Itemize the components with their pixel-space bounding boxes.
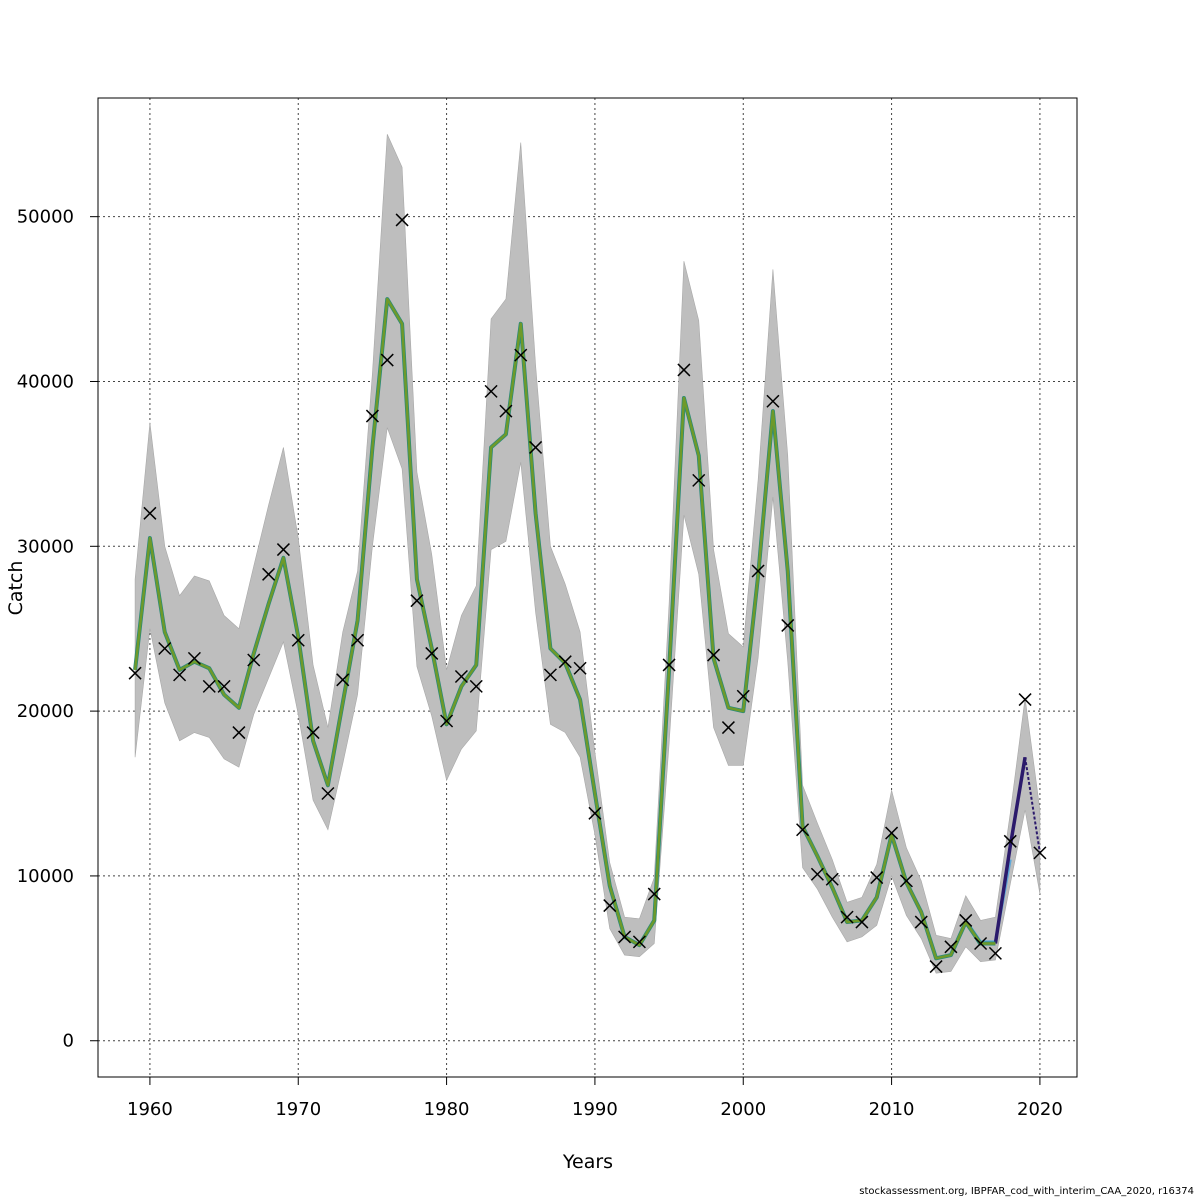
y-axis-title: Catch (5, 561, 27, 616)
observed-point-2002 (766, 394, 780, 408)
observed-point-1976 (380, 353, 394, 367)
observed-point-1975 (365, 409, 379, 423)
confidence-band-area (134, 134, 1041, 974)
observed-point-1997 (692, 473, 706, 487)
observed-point-1984 (499, 404, 513, 418)
x-tick-label-1970: 1970 (275, 1099, 321, 1120)
observed-point-1960 (143, 506, 157, 520)
observed-point-2007 (840, 910, 854, 924)
observed-point-1978 (410, 594, 424, 608)
observed-point-1972 (321, 786, 335, 801)
observed-point-1995 (662, 658, 676, 672)
observed-point-1985 (514, 348, 528, 362)
observed-point-1988 (558, 655, 572, 669)
observed-point-2017 (988, 946, 1002, 960)
observed-point-1966 (232, 726, 246, 740)
y-tick-label-20000: 20000 (17, 701, 74, 722)
observed-point-1986 (529, 440, 543, 454)
x-tick-label-1990: 1990 (572, 1099, 618, 1120)
observed-point-2015 (959, 913, 973, 927)
observed-markers (128, 213, 1047, 974)
observed-point-1964 (202, 679, 216, 693)
observed-point-1991 (603, 899, 617, 913)
x-tick-label-1960: 1960 (127, 1099, 173, 1120)
observed-point-1961 (158, 641, 172, 656)
observed-point-1969 (276, 543, 290, 557)
credit-text: stockassessment.org, IBPFAR_cod_with_int… (859, 1186, 1194, 1197)
retro-line-1 (993, 756, 1027, 944)
observed-point-2008 (855, 915, 869, 929)
observed-point-1974 (351, 633, 365, 647)
observed-point-1983 (484, 384, 498, 398)
observed-point-1965 (217, 679, 231, 693)
observed-point-2013 (929, 960, 943, 974)
observed-point-1971 (306, 726, 320, 740)
observed-point-1979 (425, 646, 439, 660)
y-tick-label-30000: 30000 (17, 536, 74, 557)
observed-point-1967 (247, 653, 261, 667)
observed-point-2010 (885, 826, 899, 840)
y-tick-label-10000: 10000 (17, 866, 74, 887)
x-tick-label-2020: 2020 (1017, 1099, 1063, 1120)
observed-point-2009 (870, 871, 884, 885)
observed-point-1982 (469, 679, 483, 693)
observed-point-2020 (1033, 846, 1047, 860)
observed-point-2014 (944, 940, 958, 954)
observed-point-1993 (632, 935, 646, 949)
observed-point-1973 (336, 673, 350, 687)
observed-point-2018 (1003, 834, 1017, 848)
observed-point-1962 (173, 668, 187, 682)
observed-point-2019 (1018, 693, 1032, 707)
observed-point-1977 (395, 213, 409, 227)
observed-point-1968 (262, 567, 276, 581)
grid (98, 98, 1077, 1077)
x-tick-label-2010: 2010 (869, 1099, 915, 1120)
y-tick-label-0: 0 (63, 1031, 74, 1052)
y-tick-label-50000: 50000 (17, 207, 74, 228)
observed-point-1989 (573, 661, 587, 675)
y-tick-label-40000: 40000 (17, 371, 74, 392)
retro-line-1-forecast (1024, 757, 1041, 854)
observed-point-1994 (647, 887, 661, 901)
x-axis-title: Years (562, 1151, 613, 1173)
observed-point-2004 (796, 823, 810, 837)
observed-point-2011 (899, 874, 913, 888)
plot-frame (97, 97, 1078, 1078)
observed-point-1987 (543, 668, 557, 682)
observed-point-1963 (187, 651, 201, 665)
observed-point-1992 (618, 930, 632, 944)
observed-point-2000 (736, 689, 750, 703)
confidence-band (134, 134, 1041, 974)
x-tick-label-1980: 1980 (424, 1099, 470, 1120)
observed-point-2001 (751, 564, 765, 578)
x-tick-label-2000: 2000 (720, 1099, 766, 1120)
observed-point-1998 (707, 648, 721, 662)
observed-point-2006 (825, 872, 839, 886)
axes: 1960 1970 1980 1990 2000 2010 2020 0 10000 20000 3… (17, 207, 1063, 1120)
observed-point-2003 (781, 618, 795, 632)
observed-point-2012 (914, 915, 928, 929)
observed-point-1996 (677, 363, 691, 377)
observed-point-1980 (440, 714, 454, 728)
observed-point-1959 (128, 666, 142, 680)
observed-point-1999 (721, 721, 735, 735)
observed-point-1970 (291, 633, 305, 647)
observed-point-2016 (974, 936, 988, 951)
observed-point-1981 (454, 669, 468, 684)
observed-point-1990 (588, 806, 602, 820)
observed-point-2005 (810, 867, 824, 881)
